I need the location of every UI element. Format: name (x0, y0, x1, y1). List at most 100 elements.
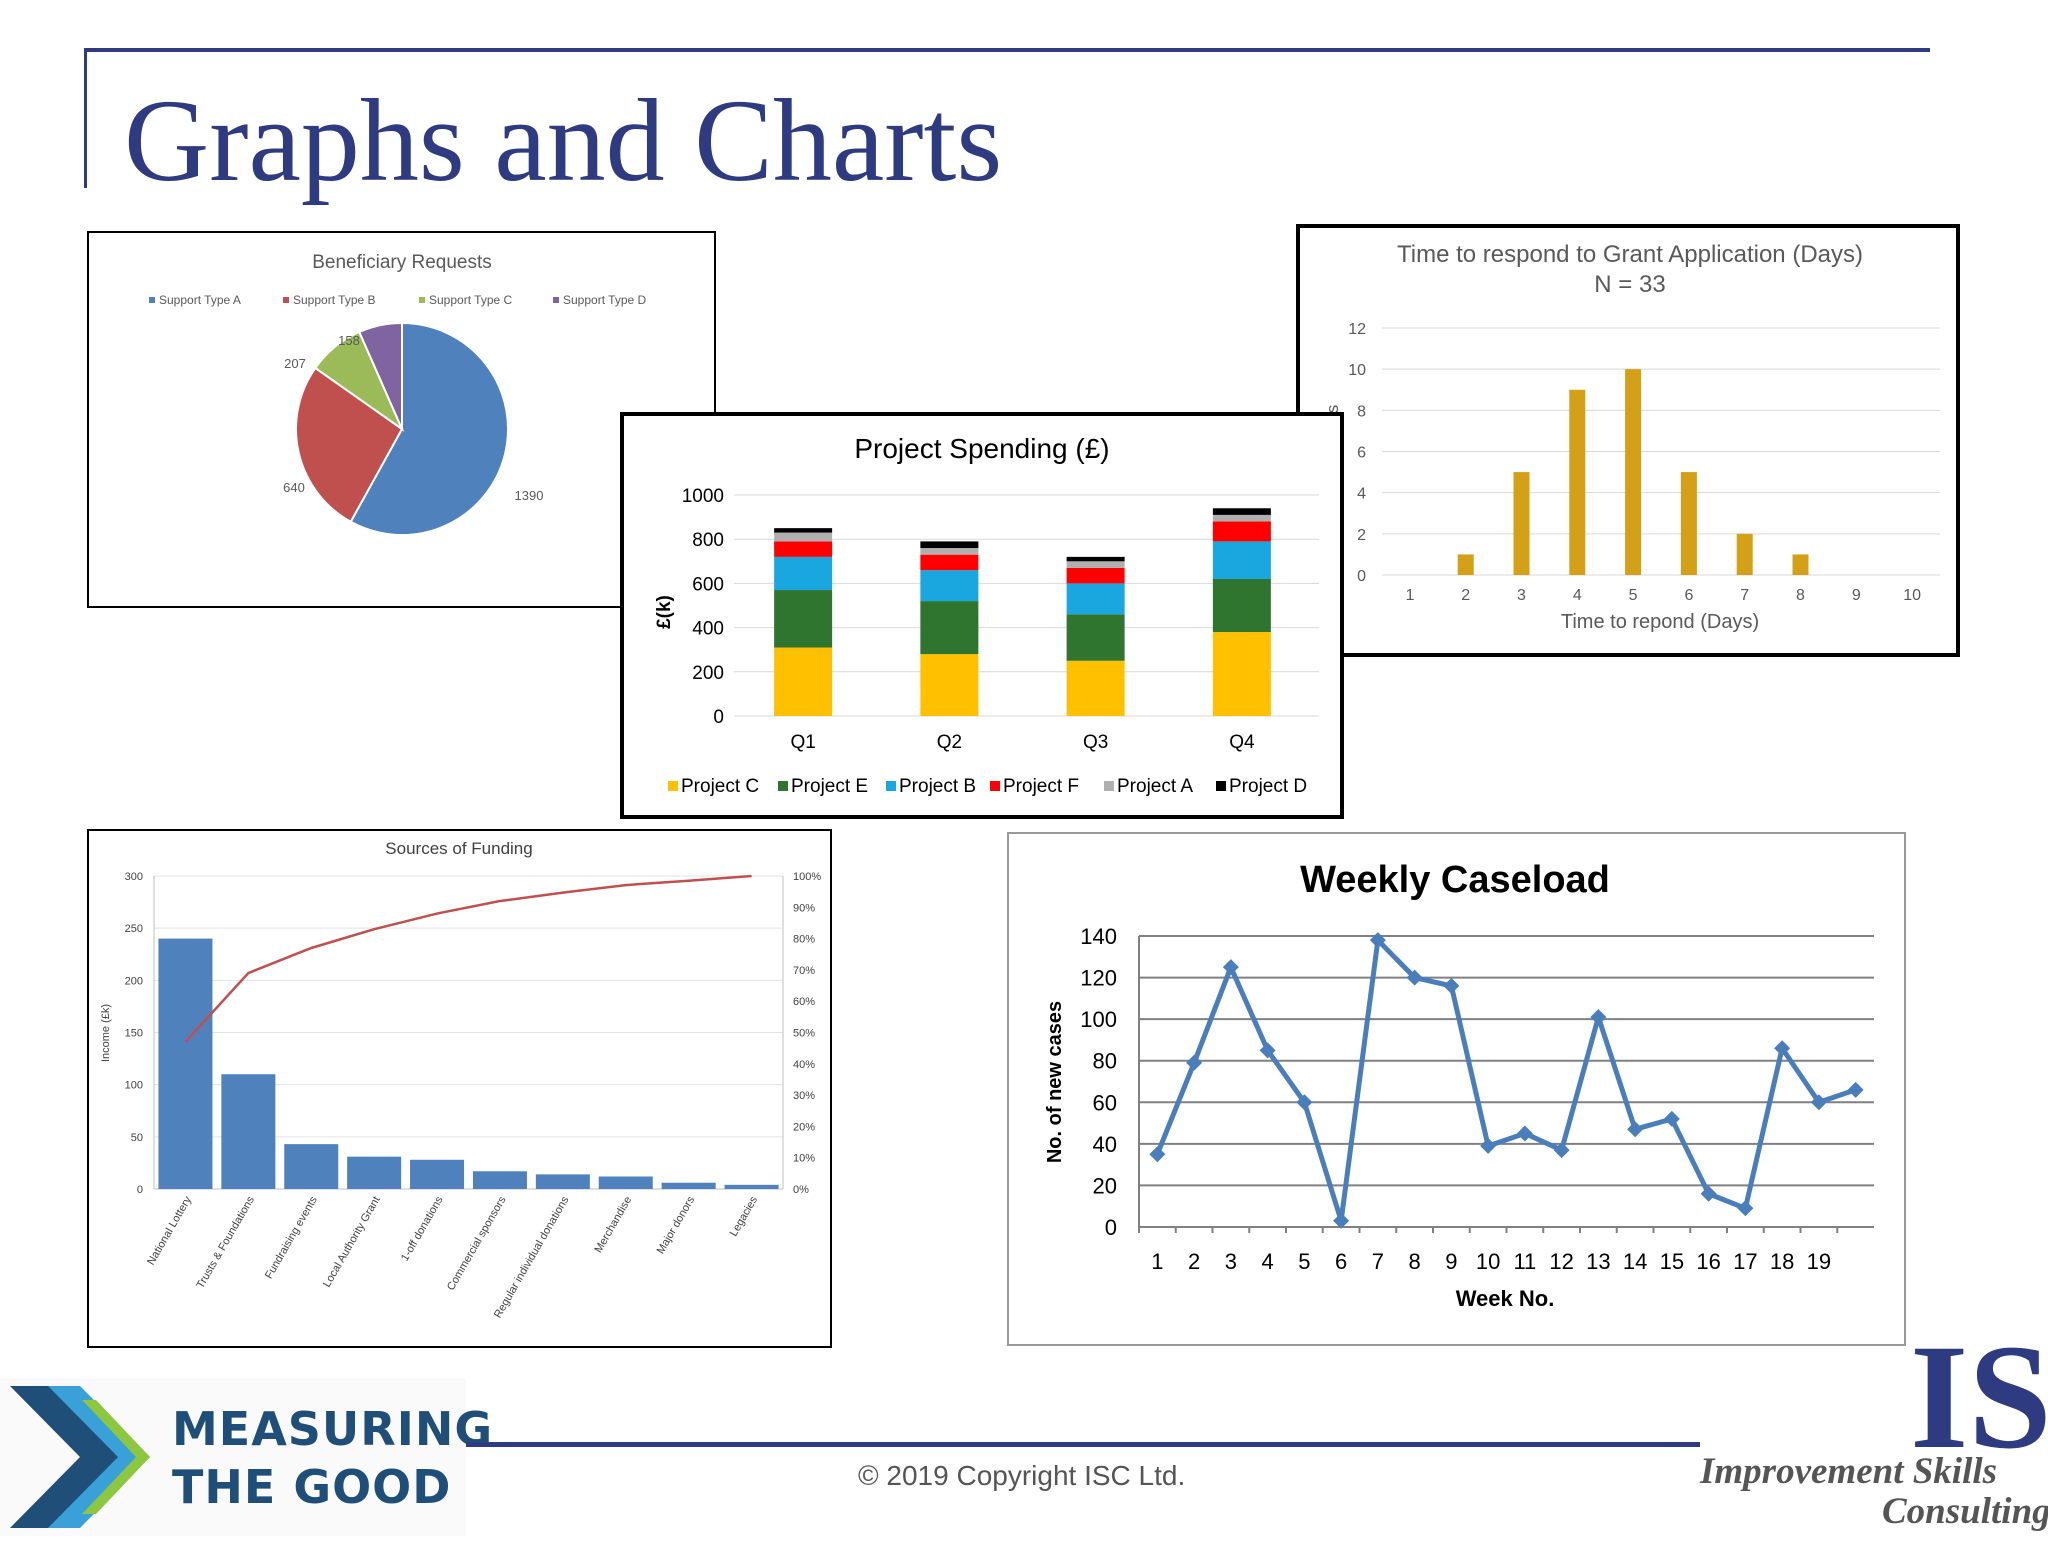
data-label: 640 (283, 480, 305, 495)
bar-segment (1212, 541, 1271, 579)
bar (347, 1156, 402, 1189)
pie-slice (357, 321, 403, 430)
x-tick-label: National Lottery (145, 1194, 194, 1267)
bar (472, 1171, 527, 1189)
x-tick-label: 16 (1696, 1249, 1720, 1274)
grant-response-chart: Time to respond to Grant Application (Da… (1323, 241, 1940, 633)
title-side-rule (84, 48, 87, 188)
x-tick-label: 10 (1476, 1249, 1500, 1274)
legend-swatch (419, 297, 425, 303)
data-point (1186, 1054, 1203, 1071)
bar (1680, 472, 1697, 575)
y-tick-label: 40 (1093, 1132, 1117, 1157)
bar (1457, 554, 1474, 575)
bar-segment (1212, 508, 1271, 515)
data-label: 207 (284, 356, 306, 371)
data-point (1737, 1200, 1754, 1217)
legend-swatch (1104, 781, 1114, 791)
legend-label: Support Type C (429, 293, 512, 307)
bar (535, 1174, 590, 1189)
data-point (1259, 1042, 1276, 1059)
y-axis-label: Income (£k) (100, 1004, 112, 1062)
x-tick-label: 1-off donations (399, 1194, 446, 1263)
bar-segment (1212, 521, 1271, 542)
legend-label: Support Type A (159, 293, 241, 307)
legend-label: Project C (681, 776, 759, 797)
x-tick-label: 1 (1151, 1249, 1163, 1274)
bar (1792, 554, 1809, 575)
copyright-text: © 2019 Copyright ISC Ltd. (858, 1460, 1186, 1491)
y-tick-label: 10 (1348, 362, 1366, 379)
data-point (1553, 1142, 1570, 1159)
bar (158, 938, 213, 1189)
data-point (1774, 1040, 1791, 1057)
logo-line-1: MEASURING (172, 1402, 494, 1456)
pie-chart-panel: Beneficiary Requests Support Type A Suppor… (87, 231, 716, 608)
y2-tick-label: 90% (793, 902, 815, 914)
y-tick-label: 100 (125, 1080, 143, 1092)
x-tick-label: Local Authority Grant (321, 1195, 383, 1290)
bar-segment (774, 532, 833, 542)
project-spending-chart: Project Spending (£) 0 200 400 600 800 1000 Q1 Q… (654, 433, 1319, 797)
series-line (1155, 934, 1857, 1222)
y2-tick-label: 60% (793, 996, 815, 1008)
y-tick-label: 6 (1357, 445, 1366, 462)
isc-logo-mark: IS (1910, 1314, 2048, 1480)
x-tick-label: 13 (1586, 1249, 1610, 1274)
y-tick-label: 150 (125, 1028, 143, 1040)
data-point (1149, 1146, 1166, 1163)
y-axis-label: £(k) (654, 595, 675, 629)
data-point (1222, 959, 1239, 976)
legend-label: Project B (899, 776, 976, 797)
x-tick-label: 8 (1796, 587, 1805, 604)
data-point (1406, 969, 1423, 986)
chart-title: Weekly Caseload (1300, 859, 1610, 901)
legend-swatch (149, 297, 155, 303)
x-tick-label: Merchandise (592, 1195, 634, 1256)
x-tick-label: Commercial sponsors (445, 1194, 509, 1293)
bar (724, 1184, 779, 1189)
grant-chart-panel: Time to respond to Grant Application (Da… (1296, 224, 1960, 657)
data-point (1810, 1094, 1827, 1111)
x-tick-label: 3 (1517, 587, 1526, 604)
isc-logo-line-2: Consulting (1882, 1491, 2048, 1532)
x-tick-label: Fundraising events (263, 1194, 320, 1281)
bar (1569, 389, 1586, 575)
data-label: 1390 (515, 488, 544, 503)
isc-logo-line-1: Improvement Skills (1700, 1451, 1998, 1492)
beneficiary-requests-chart: Beneficiary Requests Support Type A Suppor… (149, 252, 646, 536)
y-axis-label: No. of new cases (1044, 1001, 1066, 1163)
bar-segment (1066, 561, 1125, 568)
y-tick-label: 250 (125, 923, 143, 935)
y-tick-label: 300 (125, 871, 143, 883)
x-axis-label: Time to repond (Days) (1561, 611, 1759, 633)
y2-tick-label: 80% (793, 934, 815, 946)
x-tick-label: Major donors (655, 1194, 698, 1256)
y-tick-label: 0 (137, 1184, 143, 1196)
y-tick-label: 100 (1080, 1007, 1117, 1032)
legend-swatch (990, 781, 1000, 791)
bar-segment (920, 601, 979, 655)
y-tick-label: 50 (131, 1132, 143, 1144)
x-tick-label: 4 (1573, 587, 1582, 604)
y-tick-label: 200 (692, 663, 724, 684)
pie-slice (295, 366, 404, 524)
legend-label: Support Type D (563, 293, 646, 307)
bar-segment (774, 556, 833, 591)
x-tick-label: 15 (1660, 1249, 1684, 1274)
chart-title: Beneficiary Requests (312, 252, 492, 273)
bar (284, 1144, 339, 1189)
x-tick-label: 17 (1733, 1249, 1757, 1274)
y-tick-label: 80 (1093, 1049, 1117, 1074)
legend-swatch (553, 297, 559, 303)
y-tick-label: 8 (1357, 403, 1366, 420)
y-tick-label: 4 (1357, 486, 1366, 503)
y-tick-label: 12 (1348, 321, 1366, 338)
legend-label: Project D (1229, 776, 1307, 797)
y2-tick-label: 100% (793, 871, 821, 883)
bar-segment (1066, 556, 1125, 562)
bar (1513, 472, 1530, 575)
bar-segment (920, 548, 979, 555)
legend-swatch (1216, 781, 1226, 791)
bar-segment (1212, 632, 1271, 716)
